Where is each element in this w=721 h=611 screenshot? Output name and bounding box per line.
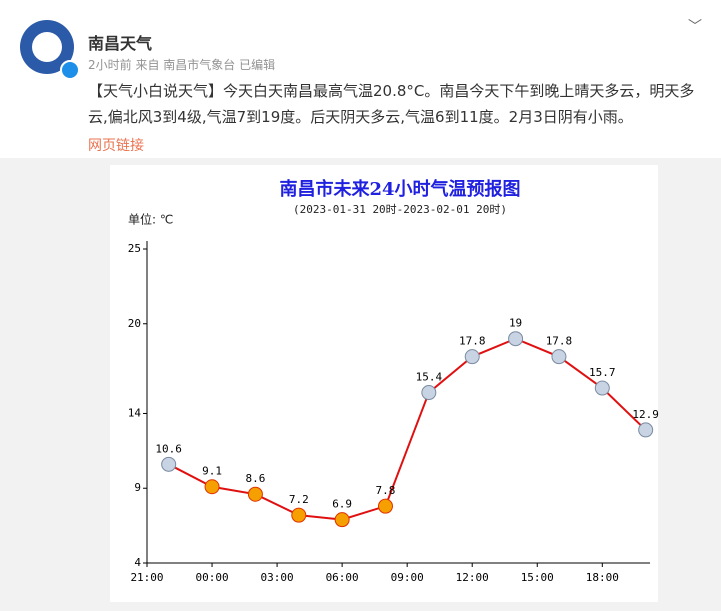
chart: 南昌市未来24小时气温预报图 (2023-01-31 20时-2023-02-0… bbox=[0, 158, 721, 611]
weather-icon bbox=[464, 349, 480, 365]
menu[interactable]: ﹀ bbox=[688, 19, 702, 35]
web-link[interactable]: 网页链接 bbox=[88, 138, 144, 154]
y-tick-label: 25 bbox=[128, 242, 141, 255]
data-label: 7.8 bbox=[376, 484, 396, 497]
data-label: 15.4 bbox=[416, 371, 443, 384]
author[interactable]: 南昌天气 bbox=[88, 34, 153, 53]
y-tick-label: 20 bbox=[128, 317, 141, 330]
post-text: 【天气小白说天气】今天白天南昌最高气温20.8°C。南昌今天下午到晚上晴天多云，… bbox=[88, 82, 695, 126]
weather-icon bbox=[551, 349, 567, 365]
data-label: 9.1 bbox=[202, 465, 222, 478]
weather-icon bbox=[334, 512, 350, 528]
y-tick-label: 9 bbox=[134, 481, 141, 494]
weather-icon bbox=[291, 507, 307, 523]
verified-badge bbox=[60, 60, 80, 80]
data-label: 6.9 bbox=[332, 498, 352, 511]
data-label: 15.7 bbox=[589, 366, 616, 379]
weather-icon bbox=[638, 422, 654, 438]
x-tick-label: 15:00 bbox=[521, 571, 554, 584]
y-tick-label: 4 bbox=[134, 556, 141, 569]
y-label: 单位: ℃ bbox=[128, 212, 173, 227]
data-label: 8.6 bbox=[245, 472, 265, 485]
data-label: 19 bbox=[509, 317, 522, 330]
data-label: 7.2 bbox=[289, 493, 309, 506]
x-tick-label: 00:00 bbox=[195, 571, 228, 584]
chart-title: 南昌市未来24小时气温预报图 bbox=[279, 178, 520, 200]
x-tick-label: 06:00 bbox=[326, 571, 359, 584]
weather-icon bbox=[594, 380, 610, 396]
weather-icon bbox=[247, 486, 263, 502]
x-tick-label: 18:00 bbox=[586, 571, 619, 584]
data-label: 10.6 bbox=[155, 442, 182, 455]
chart-bg bbox=[110, 165, 658, 602]
x-tick-label: 09:00 bbox=[391, 571, 424, 584]
data-label: 12.9 bbox=[632, 408, 659, 421]
data-label: 17.8 bbox=[546, 335, 573, 348]
weather-icon bbox=[508, 331, 524, 347]
data-label: 17.8 bbox=[459, 335, 486, 348]
y-tick-label: 14 bbox=[128, 406, 142, 419]
x-tick-label: 21:00 bbox=[130, 571, 163, 584]
weather-icon bbox=[377, 498, 393, 514]
meta: 2小时前 来自 南昌市气象台 已编辑 bbox=[88, 58, 276, 72]
weather-icon bbox=[421, 385, 437, 401]
weather-icon bbox=[161, 456, 177, 472]
weather-icon bbox=[204, 479, 220, 495]
x-tick-label: 12:00 bbox=[456, 571, 489, 584]
avatar[interactable] bbox=[20, 20, 74, 74]
chart-subtitle: (2023-01-31 20时-2023-02-01 20时) bbox=[293, 203, 507, 216]
x-tick-label: 03:00 bbox=[261, 571, 294, 584]
